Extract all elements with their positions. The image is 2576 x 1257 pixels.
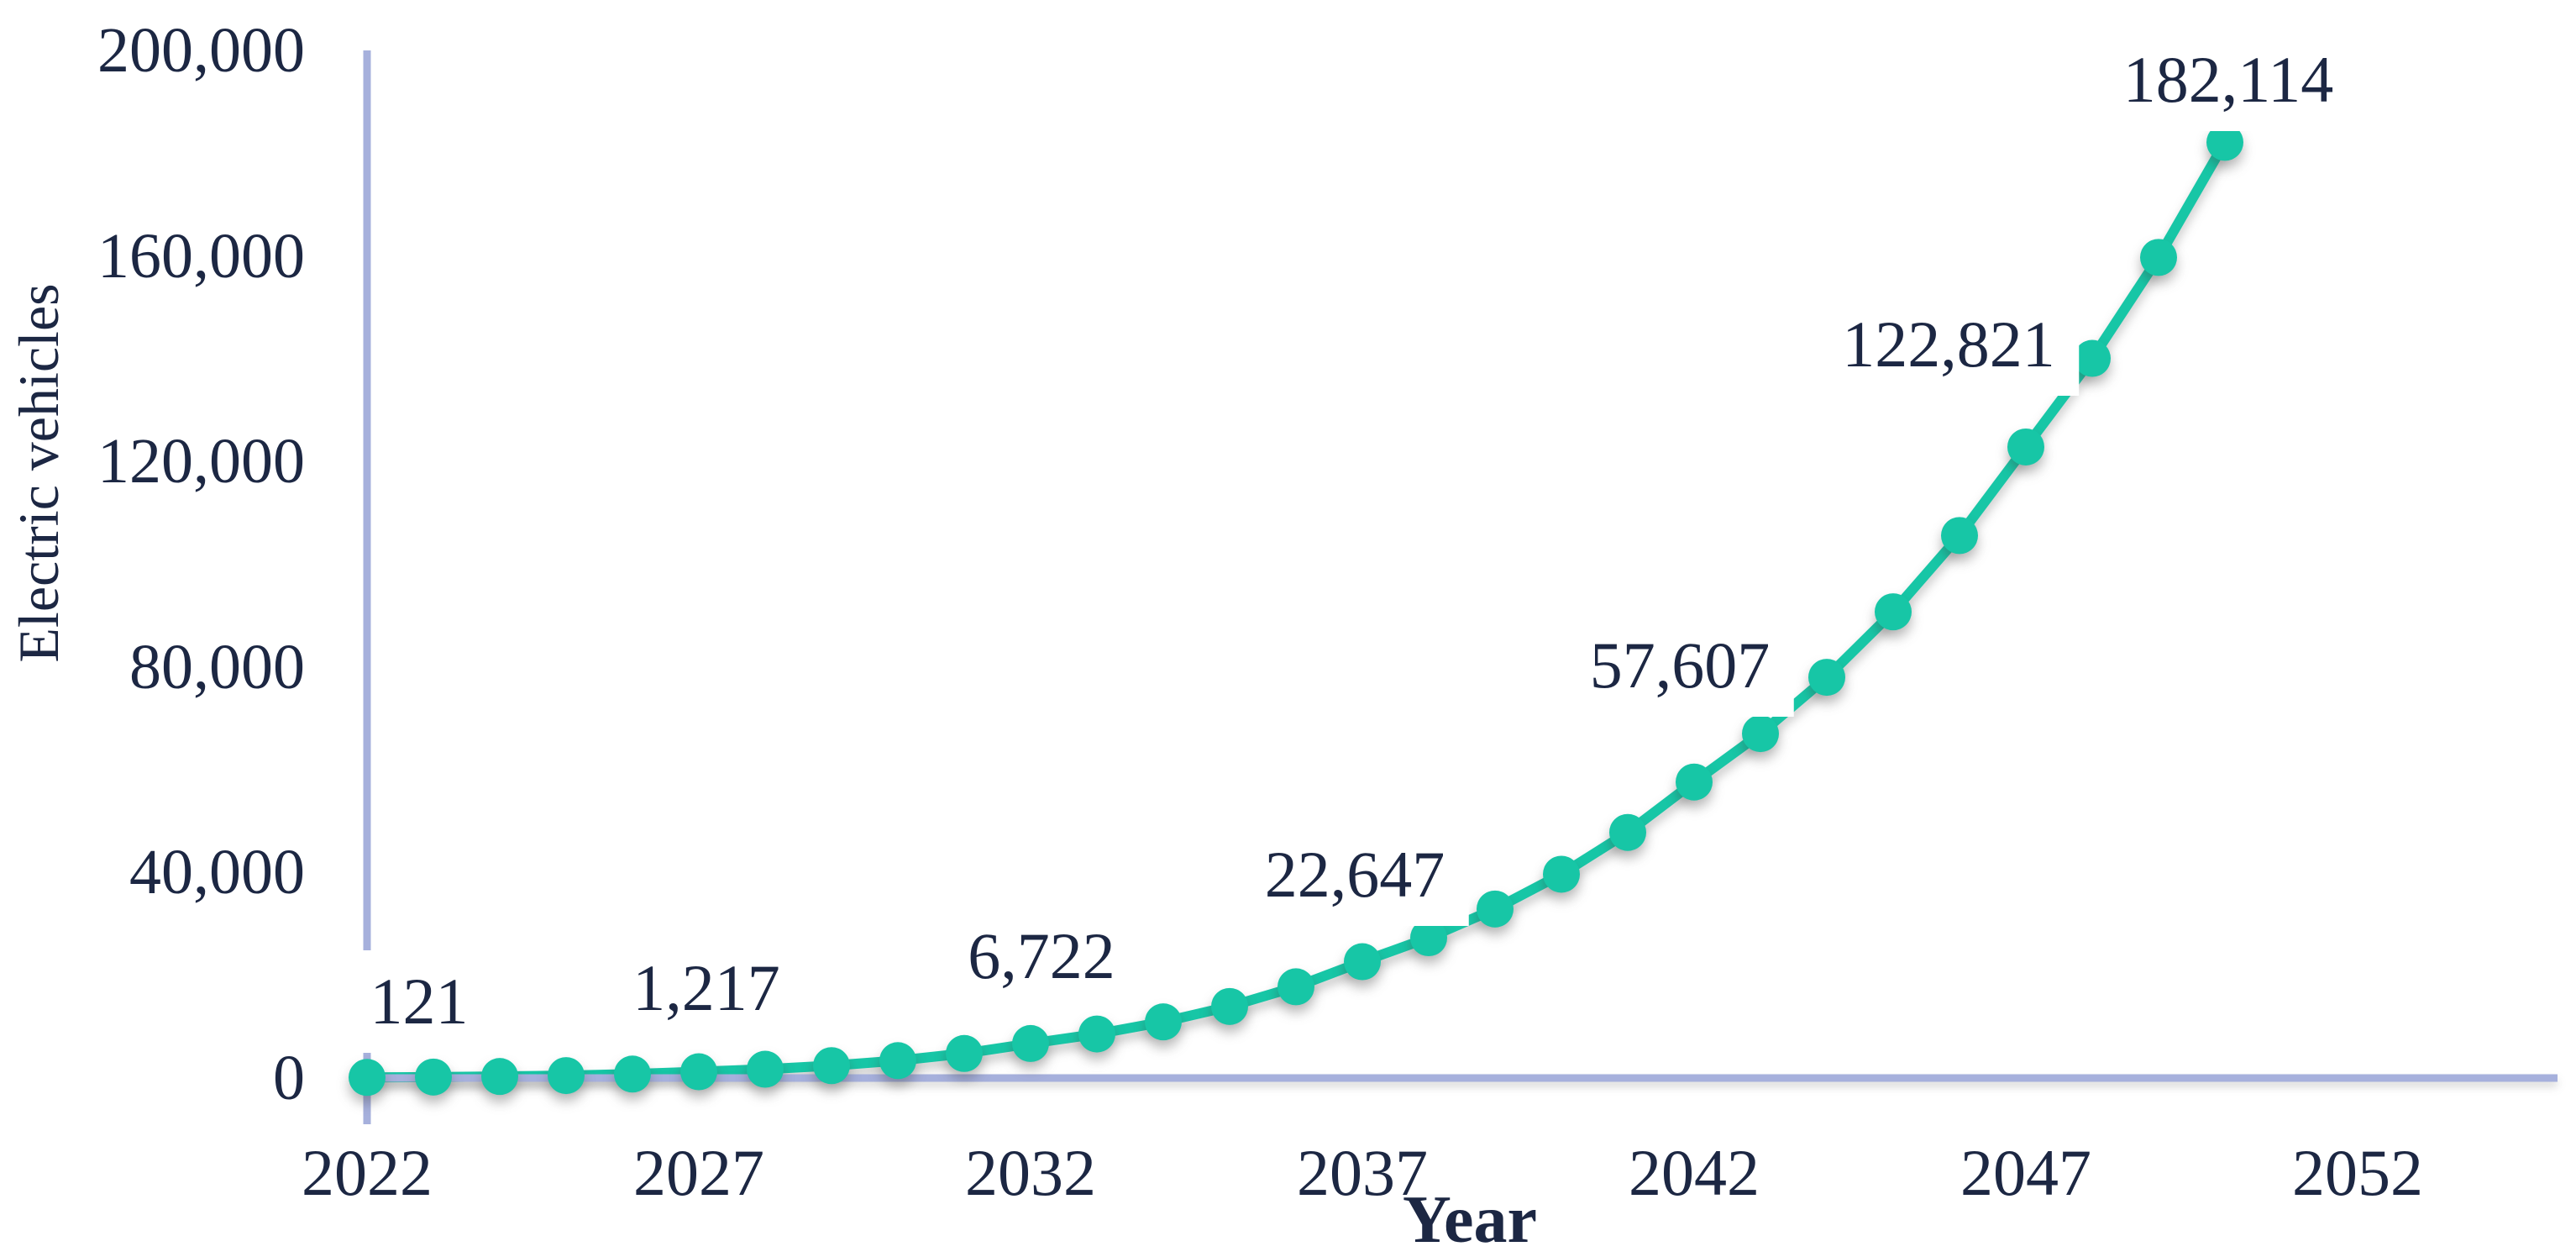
data-point-2043 bbox=[1742, 715, 1779, 753]
data-point-2026 bbox=[614, 1055, 651, 1093]
y-tick-200000: 200,000 bbox=[97, 15, 305, 86]
data-point-2048 bbox=[2074, 339, 2111, 377]
data-label-2022: 121 bbox=[346, 950, 492, 1054]
x-tick-2032: 2032 bbox=[965, 1136, 1096, 1209]
y-tick-160000: 160,000 bbox=[97, 220, 305, 292]
data-point-2050 bbox=[2206, 124, 2243, 161]
data-point-2030 bbox=[879, 1042, 916, 1080]
data-label-2027: 1,217 bbox=[609, 936, 804, 1039]
data-point-2037 bbox=[1344, 943, 1381, 981]
y-tick-40000: 40,000 bbox=[129, 837, 305, 908]
data-label-2042: 57,607 bbox=[1566, 613, 1794, 717]
x-tick-2027: 2027 bbox=[633, 1136, 764, 1209]
data-point-2023 bbox=[415, 1058, 452, 1096]
x-tick-2047: 2047 bbox=[1960, 1136, 2091, 1209]
data-point-2022 bbox=[349, 1059, 386, 1097]
data-label-2047: 122,821 bbox=[1818, 292, 2079, 396]
data-label-2037: 22,647 bbox=[1241, 823, 1469, 926]
data-point-2027 bbox=[680, 1053, 717, 1091]
x-tick-2042: 2042 bbox=[1629, 1136, 1760, 1209]
data-point-2034 bbox=[1145, 1003, 1182, 1041]
data-point-2032 bbox=[1012, 1024, 1049, 1062]
data-point-2044 bbox=[1808, 659, 1845, 697]
data-point-2039 bbox=[1477, 890, 1514, 928]
data-point-2038 bbox=[1410, 919, 1447, 957]
data-point-2035 bbox=[1211, 987, 1248, 1025]
y-tick-120000: 120,000 bbox=[97, 426, 305, 497]
data-point-2045 bbox=[1875, 593, 1912, 631]
data-point-2040 bbox=[1543, 855, 1580, 893]
y-tick-0: 0 bbox=[273, 1043, 305, 1113]
data-point-2025 bbox=[548, 1057, 585, 1095]
y-tick-80000: 80,000 bbox=[129, 631, 305, 702]
data-point-2047 bbox=[2007, 428, 2044, 465]
data-point-2031 bbox=[946, 1034, 983, 1072]
data-point-2033 bbox=[1078, 1015, 1115, 1053]
data-point-2036 bbox=[1278, 968, 1314, 1006]
data-label-2032: 6,722 bbox=[944, 904, 1139, 1007]
x-tick-2037: 2037 bbox=[1297, 1136, 1428, 1209]
data-point-2024 bbox=[481, 1058, 518, 1096]
data-point-2042 bbox=[1676, 763, 1713, 801]
data-point-2041 bbox=[1609, 813, 1646, 851]
data-point-2046 bbox=[1941, 517, 1978, 555]
data-point-2029 bbox=[813, 1047, 850, 1085]
data-point-2049 bbox=[2140, 239, 2177, 276]
data-point-2028 bbox=[747, 1050, 784, 1088]
x-tick-2022: 2022 bbox=[302, 1136, 433, 1209]
data-label-2050: 182,114 bbox=[2099, 29, 2358, 132]
x-tick-2052: 2052 bbox=[2292, 1136, 2423, 1209]
x-axis-title: Year bbox=[1403, 1183, 1537, 1257]
